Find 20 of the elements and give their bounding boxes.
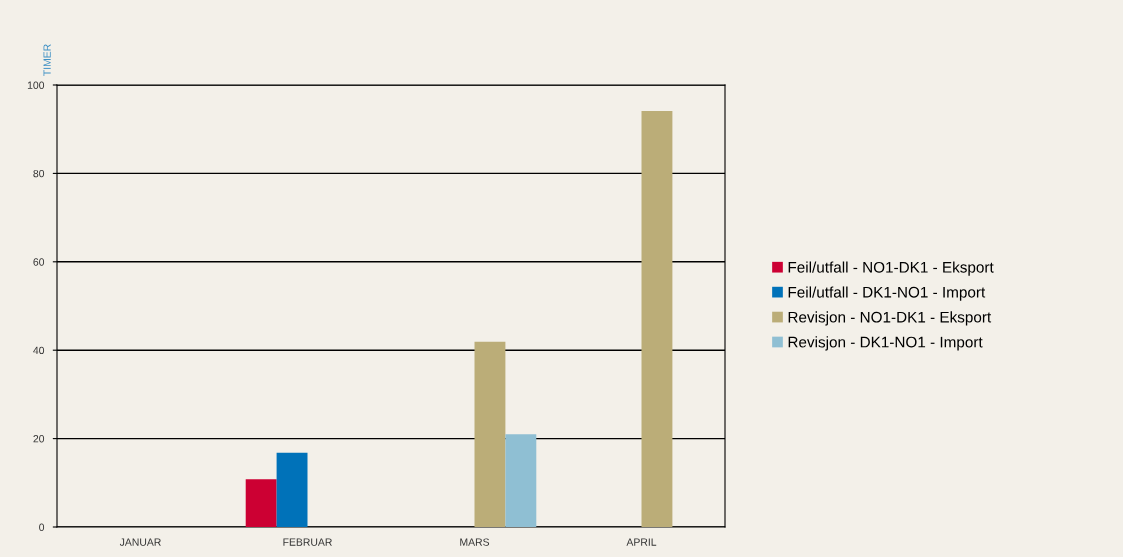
legend-label: Revisjon - DK1-NO1 - Import xyxy=(788,336,983,351)
legend-label: Feil/utfall - DK1-NO1 - Import xyxy=(788,286,986,301)
x-tick-label: JANUAR xyxy=(119,538,161,546)
y-tick-label: 20 xyxy=(33,435,45,443)
bar xyxy=(474,341,506,527)
bar xyxy=(641,111,673,527)
legend-label: Feil/utfall - NO1-DK1 - Eksport xyxy=(788,261,994,276)
bar xyxy=(245,479,277,527)
bar xyxy=(505,434,537,527)
x-tick-label: FEBRUAR xyxy=(283,538,332,546)
y-tick-label: 40 xyxy=(33,346,45,355)
x-tick-label: MARS xyxy=(460,538,490,546)
y-tick-label: 80 xyxy=(33,169,45,178)
y-tick-label: 100 xyxy=(27,81,45,89)
y-axis-title: TIMER xyxy=(43,44,51,76)
y-tick-label: 60 xyxy=(33,258,45,266)
bar xyxy=(276,452,308,527)
y-tick-label: 0 xyxy=(39,523,45,531)
x-tick-label: APRIL xyxy=(626,538,657,546)
legend-label: Revisjon - NO1-DK1 - Eksport xyxy=(788,311,992,326)
